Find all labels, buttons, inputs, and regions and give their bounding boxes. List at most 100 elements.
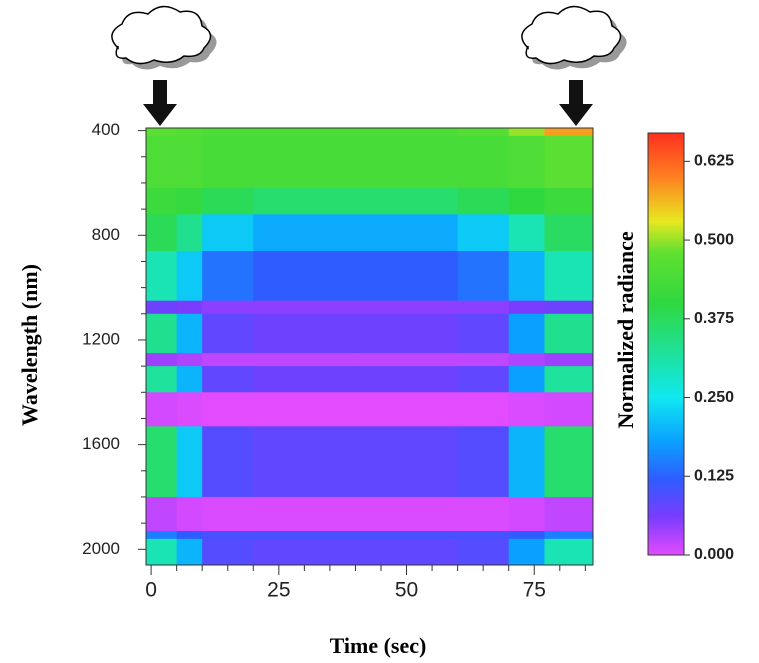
heatmap-cell <box>146 300 178 315</box>
colorbar-tick-label: 0.125 <box>694 467 734 484</box>
heatmap-cell <box>544 250 594 302</box>
heatmap-cell <box>253 530 356 540</box>
heatmap-cell <box>253 426 356 498</box>
heatmap-cell <box>544 530 594 540</box>
heatmap-cell <box>457 135 510 189</box>
heatmap-cell <box>457 188 510 215</box>
x-tick-label: 50 <box>395 579 418 602</box>
heatmap-cell <box>202 135 254 189</box>
heatmap-cell <box>146 128 178 137</box>
heatmap-cell <box>508 313 545 354</box>
plot-frame <box>145 127 594 566</box>
heatmap-cell <box>544 128 594 137</box>
colorbar <box>647 132 685 556</box>
heatmap-cell <box>508 214 545 252</box>
heatmap-cell <box>544 188 594 215</box>
heatmap-cell <box>457 250 510 302</box>
heatmap <box>146 128 594 566</box>
heatmap-cell <box>202 300 254 315</box>
heatmap-cell <box>253 214 356 252</box>
heatmap-cell <box>146 366 178 393</box>
y-tick-label: 800 <box>92 225 120 244</box>
colorbar-tick-label: 0.500 <box>694 231 734 248</box>
heatmap-cell <box>202 128 254 137</box>
heatmap-cell <box>355 496 459 532</box>
heatmap-cell <box>253 353 356 367</box>
heatmap-cell <box>176 135 203 189</box>
heatmap-cell <box>508 538 545 566</box>
heatmap-cell <box>146 214 178 252</box>
colorbar-tick-label: 0.250 <box>694 389 734 406</box>
heatmap-cell <box>355 353 459 367</box>
heatmap-cell <box>544 426 594 498</box>
heatmap-cell <box>202 538 254 566</box>
heatmap-cell <box>202 392 254 427</box>
y-axis-label: Wavelength (nm) <box>17 264 42 426</box>
colorbar-tick-label: 0.625 <box>694 153 734 170</box>
heatmap-cell <box>253 538 356 566</box>
heatmap-cell <box>253 188 356 215</box>
heatmap-cell <box>202 313 254 354</box>
colorbar-label: Normalized radiance <box>613 231 638 429</box>
heatmap-cell <box>508 250 545 302</box>
heatmap-cell <box>508 128 545 137</box>
heatmap-cell <box>355 300 459 315</box>
heatmap-cell <box>508 300 545 315</box>
heatmap-cell <box>457 392 510 427</box>
heatmap-cell <box>508 135 545 189</box>
heatmap-cell <box>508 530 545 540</box>
arrow-left <box>143 80 177 126</box>
heatmap-cell <box>457 496 510 532</box>
heatmap-cell <box>508 366 545 393</box>
heatmap-cell <box>202 496 254 532</box>
cloud-left <box>111 5 217 70</box>
heatmap-cell <box>544 353 594 367</box>
heatmap-cell <box>146 538 178 566</box>
heatmap-cell <box>457 128 510 137</box>
heatmap-cell <box>508 496 545 532</box>
heatmap-cell <box>508 188 545 215</box>
heatmap-cell <box>202 530 254 540</box>
heatmap-cell <box>176 188 203 215</box>
x-axis-label: Time (sec) <box>330 633 427 658</box>
x-tick-label: 0 <box>145 579 157 602</box>
heatmap-cell <box>202 426 254 498</box>
heatmap-cell <box>146 135 178 189</box>
heatmap-cell <box>253 313 356 354</box>
heatmap-cell <box>508 353 545 367</box>
axes: 0 25 50 75 400 800 1200 1600 2000 0.000 0.125 0.250… <box>82 120 734 601</box>
heatmap-cell <box>253 392 356 427</box>
heatmap-cell <box>544 538 594 566</box>
heatmap-cell <box>544 392 594 427</box>
heatmap-cell <box>457 353 510 367</box>
cloud-right <box>521 5 627 70</box>
heatmap-cell <box>457 313 510 354</box>
heatmap-cell <box>544 313 594 354</box>
heatmap-cell <box>176 426 203 498</box>
heatmap-cell <box>176 250 203 302</box>
heatmap-cell <box>508 426 545 498</box>
heatmap-cell <box>508 392 545 427</box>
y-tick-label: 1600 <box>82 434 120 453</box>
heatmap-cell <box>176 353 203 367</box>
x-tick-label: 75 <box>523 579 546 602</box>
heatmap-cell <box>146 353 178 367</box>
heatmap-cell <box>202 353 254 367</box>
heatmap-cell <box>202 250 254 302</box>
heatmap-cell <box>355 250 459 302</box>
heatmap-cell <box>355 538 459 566</box>
colorbar-tick-label: 0.375 <box>694 310 734 327</box>
heatmap-cell <box>457 538 510 566</box>
heatmap-cell <box>355 530 459 540</box>
heatmap-cell <box>176 530 203 540</box>
y-tick-label: 400 <box>92 120 120 139</box>
colorbar-tick-label: 0.000 <box>694 546 734 563</box>
heatmap-cell <box>146 313 178 354</box>
heatmap-cell <box>544 135 594 189</box>
heatmap-cell <box>457 530 510 540</box>
heatmap-cell <box>544 366 594 393</box>
heatmap-cell <box>176 313 203 354</box>
heatmap-cell <box>176 128 203 137</box>
heatmap-cell <box>176 214 203 252</box>
y-tick-label: 1200 <box>82 329 120 348</box>
